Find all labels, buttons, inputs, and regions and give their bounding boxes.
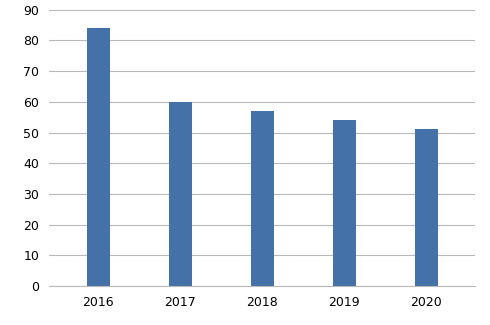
Bar <box>87 28 110 286</box>
Bar <box>333 120 356 286</box>
Bar <box>169 102 192 286</box>
Bar <box>251 111 273 286</box>
Bar <box>415 129 438 286</box>
